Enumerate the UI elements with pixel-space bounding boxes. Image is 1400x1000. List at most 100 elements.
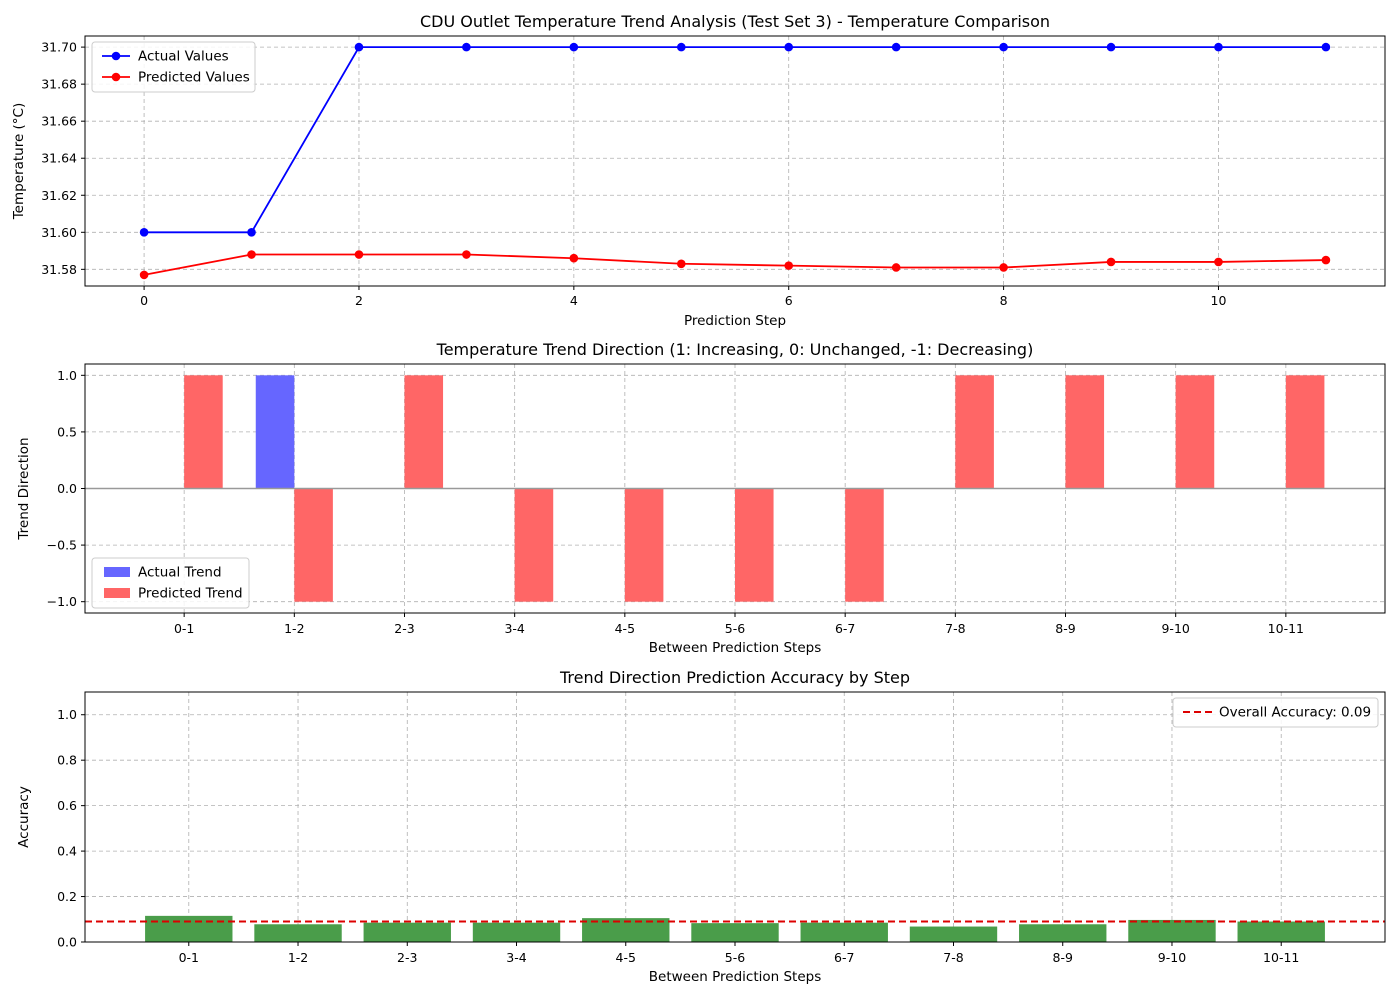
x-tick-label: 6-7 [835,621,855,636]
predicted-trend-bar [294,488,333,602]
y-tick-label: 31.68 [41,77,77,92]
data-point-predicted [891,263,901,272]
data-point-actual [139,227,149,237]
chart-title: Trend Direction Prediction Accuracy by S… [559,668,910,687]
x-tick-label: 3-4 [506,950,526,965]
legend-patch [104,588,130,598]
data-point-actual [569,42,579,52]
plot-frame [84,363,1386,614]
series-line-predicted [143,253,1326,276]
data-point-predicted [462,250,471,259]
accuracy-bar [691,923,779,942]
data-point-predicted [354,250,364,259]
predicted-trend-bar [735,488,774,602]
data-point-actual [676,42,686,52]
x-tick-label: 1-2 [288,950,308,965]
predicted-trend-bar [1065,375,1105,489]
y-tick-label: 31.66 [41,114,77,129]
y-tick-label: 0.2 [57,889,77,904]
y-tick-label: 31.60 [41,225,77,240]
x-tick-label: 5-6 [725,621,745,636]
y-tick-label: 31.64 [41,151,77,166]
x-tick-label: 4 [570,293,578,308]
data-point-actual [999,42,1008,52]
y-tick-label: 1.0 [57,707,77,722]
accuracy-bar [254,924,342,942]
y-tick-label: −0.5 [47,538,77,553]
y-tick-label: 0.0 [57,935,77,950]
x-axis-label: Between Prediction Steps [649,969,822,985]
data-point-actual [1214,42,1223,52]
legend-box [1172,697,1379,728]
accuracy-bar [800,922,888,942]
y-tick-label: 0.4 [57,844,77,859]
x-tick-label: 0 [140,293,148,308]
legend-label: Overall Accuracy: 0.09 [1219,705,1371,721]
y-axis-label: Accuracy [16,786,32,848]
legend-swatch [104,588,130,598]
data-point-actual [1321,42,1331,52]
data-point-predicted [784,261,794,270]
x-tick-label: 2 [355,293,363,308]
x-tick-label: 8 [1000,293,1008,308]
chart-title: Temperature Trend Direction (1: Increasi… [436,340,1034,359]
predicted-trend-bar [1285,375,1325,489]
accuracy-bar [909,926,998,942]
accuracy-bar [472,922,561,942]
data-point-predicted [676,259,686,269]
x-tick-label: 2-3 [394,621,414,636]
x-tick-label: 10 [1211,293,1227,308]
x-tick-label: 7-8 [943,950,963,965]
x-tick-label: 4-5 [615,621,635,636]
x-axis-label: Prediction Step [684,313,786,329]
accuracy-bar [582,918,670,942]
predicted-trend-bar [1175,375,1215,489]
data-point-predicted [1106,257,1116,267]
y-axis-label: Temperature (°C) [11,103,27,221]
y-tick-label: 31.58 [41,262,77,277]
predicted-trend-bar [624,488,664,602]
actual-trend-bar [255,375,295,489]
legend-label: Actual Values [138,49,229,65]
x-tick-label: 7-8 [945,621,965,636]
accuracy-bar [1128,919,1216,942]
y-tick-label: 0.6 [57,798,77,813]
legend-label: Actual Trend [138,565,222,581]
y-tick-label: 0.8 [57,753,77,768]
x-tick-label: 8-9 [1053,950,1073,965]
chart-title: CDU Outlet Temperature Trend Analysis (T… [420,12,1050,31]
legend-patch [104,567,130,577]
x-tick-label: 10-11 [1263,950,1299,965]
y-tick-label: −1.0 [47,594,77,609]
legend-marker [111,51,121,61]
y-tick-label: 0.0 [57,481,77,496]
accuracy-bar [363,922,451,942]
x-tick-label: 6-7 [834,950,854,965]
x-tick-label: 6 [785,293,793,308]
y-tick-label: 31.70 [41,40,77,55]
legend-label: Predicted Trend [138,586,243,602]
legend-swatch [102,51,130,61]
predicted-trend-bar [845,488,884,602]
y-axis-label: Trend Direction [16,437,32,540]
legend-swatch [102,72,130,82]
plot-frame [84,35,1386,287]
legend-label: Predicted Values [138,70,250,86]
trend-direction-chart: 0-1 1-2 2-3 3-4 4-5 5-6 6-7 7-8 8-9 9-10 10-11 −1.0… [16,340,1386,656]
accuracy-bar [145,915,233,942]
data-point-actual [891,42,901,52]
legend-swatch [104,567,130,577]
x-tick-label: 9-10 [1158,950,1186,965]
legend-marker [111,72,121,82]
y-tick-label: 1.0 [57,368,77,383]
data-point-predicted [569,253,579,263]
x-tick-label: 0-1 [179,950,199,965]
predicted-trend-bar [404,375,444,489]
data-point-actual [247,227,256,237]
data-point-predicted [999,263,1008,272]
data-point-predicted [1214,257,1223,267]
series-line-actual [144,46,1326,234]
x-tick-label: 1-2 [284,621,304,636]
data-point-actual [354,42,364,52]
